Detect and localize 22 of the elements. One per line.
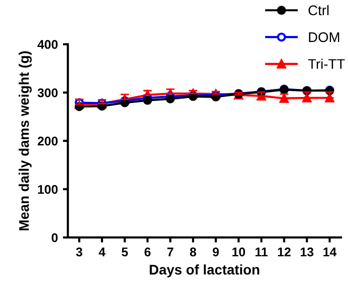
x-tick-label: 3 [76,248,82,256]
y-tick-label: 300 [38,88,58,98]
x-tick-label: 7 [167,248,174,256]
x-tick-label: 13 [300,248,314,256]
x-tick-label: 8 [190,248,196,256]
x-tick-label: 14 [323,248,337,256]
x-tick-label: 4 [98,248,106,256]
legend-label: DOM [308,32,340,42]
y-axis-title: Mean daily dams weight (g) [18,51,32,230]
y-tick-label: 100 [38,184,58,194]
x-tick-label: 5 [122,248,128,256]
y-tick-label: 200 [38,136,58,146]
y-tick-label: 0 [52,233,58,242]
legend-label: Ctrl [308,5,329,16]
x-axis-title: Days of lactation [150,264,260,278]
y-tick-label: 400 [37,40,58,49]
x-tick-label: 11 [256,248,268,256]
legend-label: Tri-TT [308,58,345,69]
x-tick-label: 10 [232,248,246,256]
x-tick-label: 12 [278,248,291,256]
x-tick-label: 6 [144,248,151,256]
x-tick-label: 9 [212,248,219,256]
